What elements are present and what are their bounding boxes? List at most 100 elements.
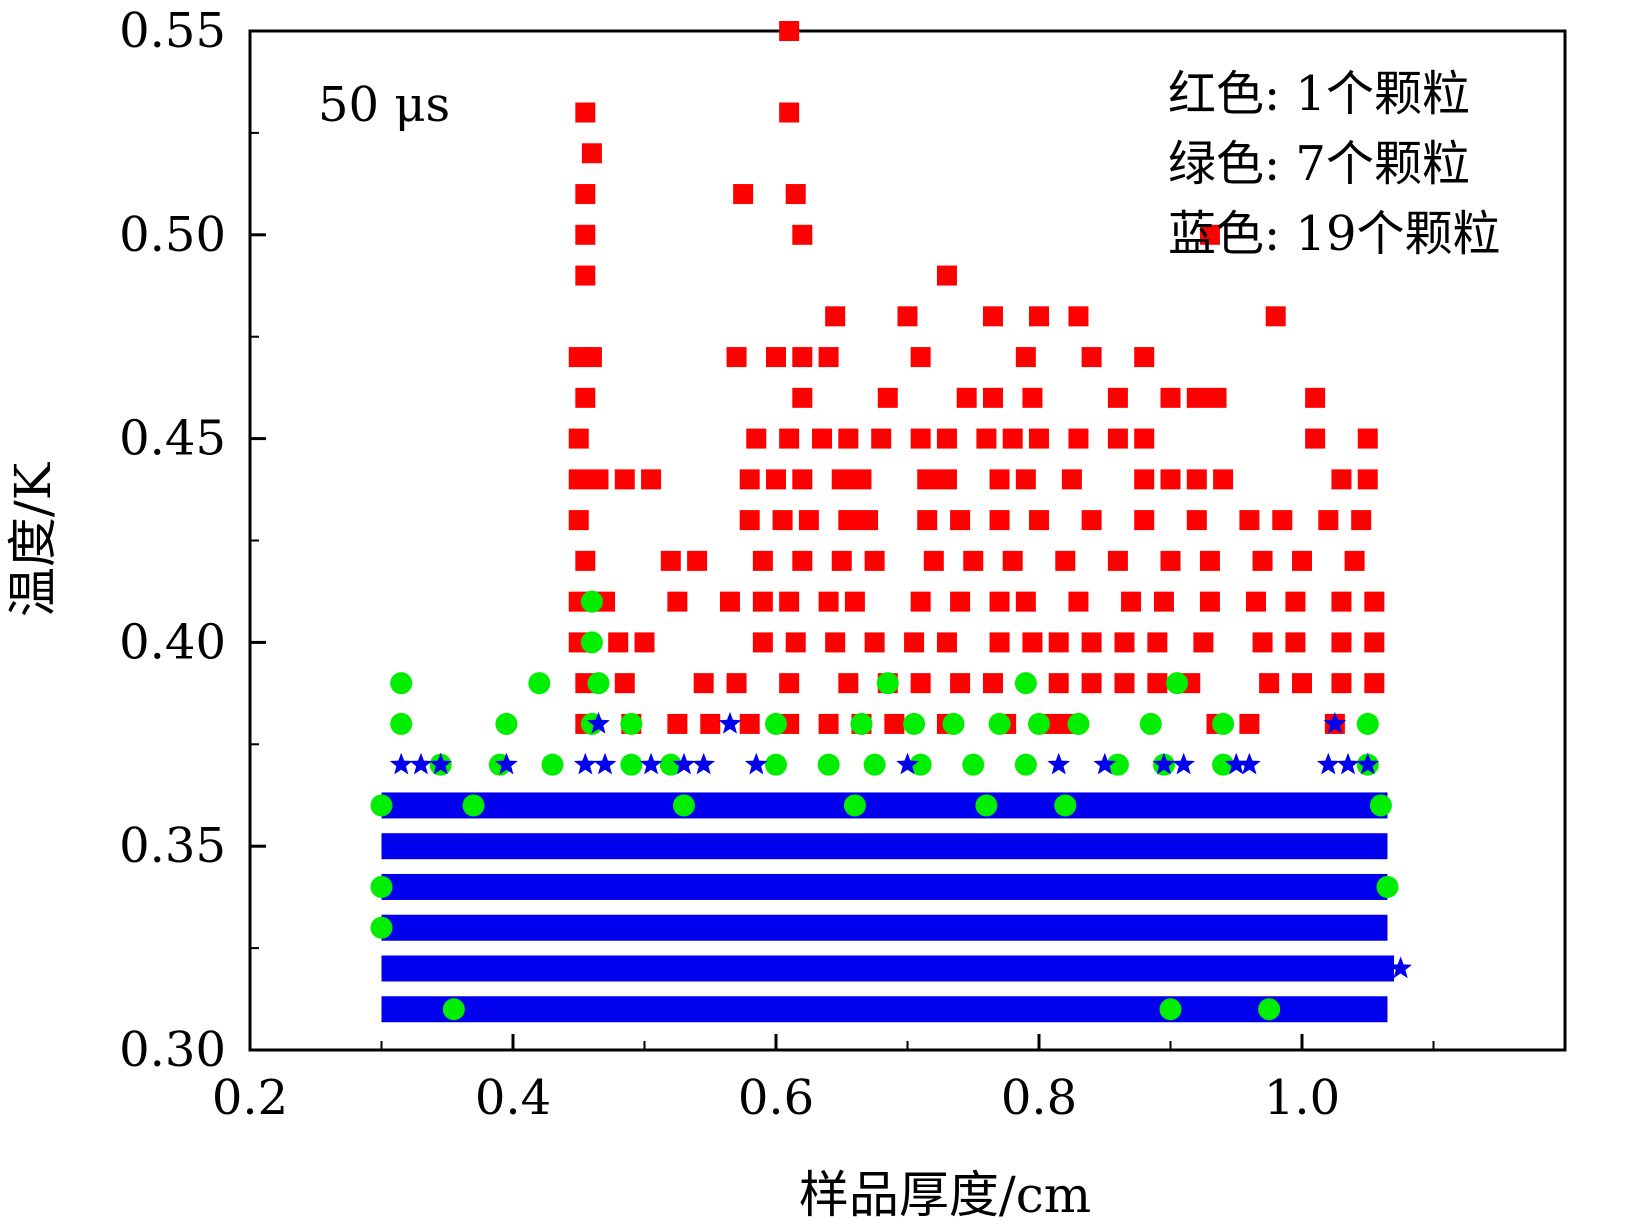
data-marks: [370, 21, 1412, 1021]
data-point-green: [1014, 672, 1037, 695]
data-point-red: [838, 673, 859, 694]
data-point-red: [923, 550, 944, 571]
data-point-red: [1239, 510, 1260, 531]
data-point-red: [568, 510, 589, 531]
data-point-green: [1054, 794, 1077, 817]
data-point-red: [844, 591, 865, 612]
data-point-green: [580, 590, 603, 613]
data-point-red: [1022, 632, 1043, 653]
data-point-green: [528, 672, 551, 695]
data-point-red: [1081, 347, 1102, 368]
data-point-green: [620, 753, 643, 776]
data-point-red: [792, 347, 813, 368]
data-point-green: [942, 712, 965, 735]
data-point-red: [989, 510, 1010, 531]
data-point-red: [825, 306, 846, 327]
dense-bands: [381, 792, 1395, 1023]
data-point-red: [739, 469, 760, 490]
data-point-blue: [1316, 752, 1340, 775]
data-point-blue: [1389, 956, 1412, 979]
data-point-red: [1107, 387, 1128, 408]
data-point-green: [850, 712, 873, 735]
data-point-blue: [573, 752, 597, 775]
data-point-red: [1186, 510, 1207, 531]
data-point-red: [936, 265, 957, 286]
data-point-red: [950, 510, 971, 531]
data-point-red: [634, 632, 655, 653]
data-point-red: [779, 673, 800, 694]
x-tick-label: 0.2: [212, 1070, 288, 1126]
data-point-red: [825, 632, 846, 653]
data-point-red: [1134, 510, 1155, 531]
x-tick-label: 0.8: [1001, 1070, 1077, 1126]
x-axis-title: 样品厚度/cm: [799, 1166, 1091, 1224]
data-point-red: [1331, 469, 1352, 490]
data-point-red: [917, 510, 938, 531]
data-point-red: [1259, 673, 1280, 694]
y-tick-label: 0.45: [119, 411, 226, 467]
data-point-red: [1213, 469, 1234, 490]
data-point-red: [897, 306, 918, 327]
data-point-green: [1376, 875, 1399, 898]
legend-entry-red: 红色: 1个颗粒: [1168, 66, 1470, 122]
data-point-red: [1048, 632, 1069, 653]
legend-entry-blue: 蓝色: 19个颗粒: [1168, 206, 1501, 262]
data-point-green: [1356, 712, 1379, 735]
data-point-blue: [672, 752, 696, 775]
data-point-red: [982, 306, 1003, 327]
data-point-red: [766, 469, 786, 490]
data-point-green: [962, 753, 985, 776]
data-point-red: [982, 673, 1003, 694]
data-point-green: [370, 916, 393, 939]
data-point-blue: [587, 711, 610, 734]
data-point-red: [746, 428, 767, 449]
data-point-green: [765, 712, 787, 735]
data-point-red: [982, 387, 1003, 408]
data-point-red: [575, 550, 596, 571]
data-point-red: [1153, 591, 1174, 612]
data-point-red: [812, 428, 833, 449]
data-point-red: [1364, 673, 1385, 694]
data-point-green: [580, 631, 603, 654]
data-point-red: [1081, 673, 1102, 694]
data-point-red: [687, 550, 708, 571]
data-point-red: [831, 469, 852, 490]
data-point-green: [659, 753, 682, 776]
data-point-red: [779, 102, 800, 123]
data-point-green: [1106, 753, 1129, 776]
data-point-green: [863, 753, 886, 776]
data-point-red: [614, 469, 635, 490]
data-point-red: [1199, 550, 1220, 571]
data-point-red: [792, 387, 813, 408]
data-point-green: [1067, 712, 1090, 735]
time-annotation: 50 μs: [318, 77, 450, 133]
data-point-blue: [1336, 752, 1360, 775]
data-point-red: [818, 713, 839, 734]
data-point-red: [950, 673, 971, 694]
data-point-red: [575, 224, 596, 245]
data-point-red: [910, 347, 931, 368]
data-point-red: [766, 347, 786, 368]
data-point-blue: [1323, 711, 1347, 734]
data-point-red: [772, 510, 793, 531]
data-point-red: [950, 591, 971, 612]
data-point-red: [726, 347, 747, 368]
data-point-red: [989, 591, 1010, 612]
data-point-red: [1193, 632, 1214, 653]
data-point-red: [1206, 387, 1227, 408]
data-point-green: [672, 794, 695, 817]
data-point-green: [495, 712, 518, 735]
data-point-blue: [409, 752, 433, 775]
data-point-red: [1305, 428, 1326, 449]
data-point-red: [733, 184, 754, 205]
data-point-red: [798, 510, 819, 531]
data-point-red: [1305, 387, 1326, 408]
data-point-red: [1081, 510, 1102, 531]
data-point-blue: [593, 752, 617, 775]
data-point-blue: [1356, 752, 1380, 775]
data-point-red: [936, 469, 957, 490]
data-point-red: [1055, 550, 1076, 571]
data-point-blue: [495, 752, 518, 775]
data-point-red: [1272, 510, 1293, 531]
data-point-red: [1199, 591, 1220, 612]
